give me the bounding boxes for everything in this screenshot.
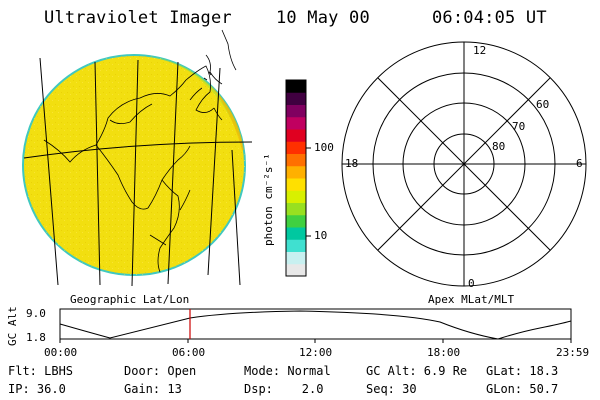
colorbar-cell xyxy=(286,92,306,105)
info-gcalt: GC Alt: 6.9 Re xyxy=(366,364,468,378)
polar-panel-caption: Apex MLat/MLT xyxy=(428,293,515,306)
latitude-line xyxy=(23,141,253,159)
mlt-label-12: 12 xyxy=(473,44,487,57)
info-mode: Mode: Normal xyxy=(244,364,331,378)
info-gain: Gain: 13 xyxy=(124,382,182,396)
colorbar-cell xyxy=(286,104,306,118)
colorbar-cell xyxy=(286,165,306,179)
info-door: Door: Open xyxy=(124,364,197,378)
orbit-xtick-1800: 18:00 xyxy=(427,346,461,359)
mlat-label-80: 80 xyxy=(492,140,506,153)
colorbar-tick-10: 10 xyxy=(314,229,328,242)
orbit-plot xyxy=(59,308,572,343)
colorbar-cell xyxy=(286,202,306,216)
limb-coast-fragments xyxy=(203,29,237,85)
colorbar-cell xyxy=(286,178,306,191)
mlat-label-70: 70 xyxy=(512,120,526,133)
colorbar-cell xyxy=(286,116,306,130)
colorbar-cell xyxy=(286,129,306,142)
colorbar-cell xyxy=(286,251,306,265)
info-seq: Seq: 30 xyxy=(366,382,417,396)
mlt-label-6: 6 xyxy=(576,157,583,170)
colorbar-cell xyxy=(286,227,306,240)
info-flt: Flt: LBHS xyxy=(8,364,74,378)
info-glon: GLon: 50.7 xyxy=(486,382,559,396)
colorbar-cell xyxy=(286,214,306,228)
altitude-curve xyxy=(59,310,572,340)
mlat-label-60: 60 xyxy=(536,98,550,111)
mlt-label-18: 18 xyxy=(345,157,359,170)
orbit-ytick-top: 9.0 xyxy=(26,307,46,320)
uv-image xyxy=(22,29,253,287)
colorbar-cell xyxy=(286,80,306,93)
info-glat: GLat: 18.3 xyxy=(486,364,559,378)
instrument-title: Ultraviolet Imager xyxy=(44,8,232,28)
info-dsp: Dsp: 2.0 xyxy=(244,382,324,396)
colorbar-cell xyxy=(286,239,306,252)
orbit-xtick-1200: 12:00 xyxy=(299,346,333,359)
colorbar-cell xyxy=(286,141,306,154)
colorbar-unit-label: photon cm⁻²s⁻¹ xyxy=(262,153,275,246)
orbit-xtick-2359: 23:59 xyxy=(556,346,590,359)
colorbar-cell xyxy=(286,190,306,203)
orbit-ytick-bottom: 1.8 xyxy=(26,331,46,344)
mlt-label-0: 0 xyxy=(468,277,475,290)
geo-panel-caption: Geographic Lat/Lon xyxy=(70,293,190,306)
polar-plot xyxy=(341,41,587,287)
observation-time: 06:04:05 UT xyxy=(432,8,547,28)
colorbar-tick-100: 100 xyxy=(314,141,334,154)
colorbar-cell xyxy=(286,153,306,167)
observation-date: 10 May 00 xyxy=(276,8,370,28)
longitude-lines xyxy=(39,57,241,287)
info-ip: IP: 36.0 xyxy=(8,382,66,396)
orbit-ylabel: GC Alt xyxy=(6,306,19,346)
coastlines xyxy=(43,65,223,273)
colorbar-cell xyxy=(286,263,306,277)
colorbar xyxy=(285,79,311,277)
orbit-xtick-0000: 00:00 xyxy=(44,346,78,359)
orbit-xtick-0600: 06:00 xyxy=(172,346,206,359)
